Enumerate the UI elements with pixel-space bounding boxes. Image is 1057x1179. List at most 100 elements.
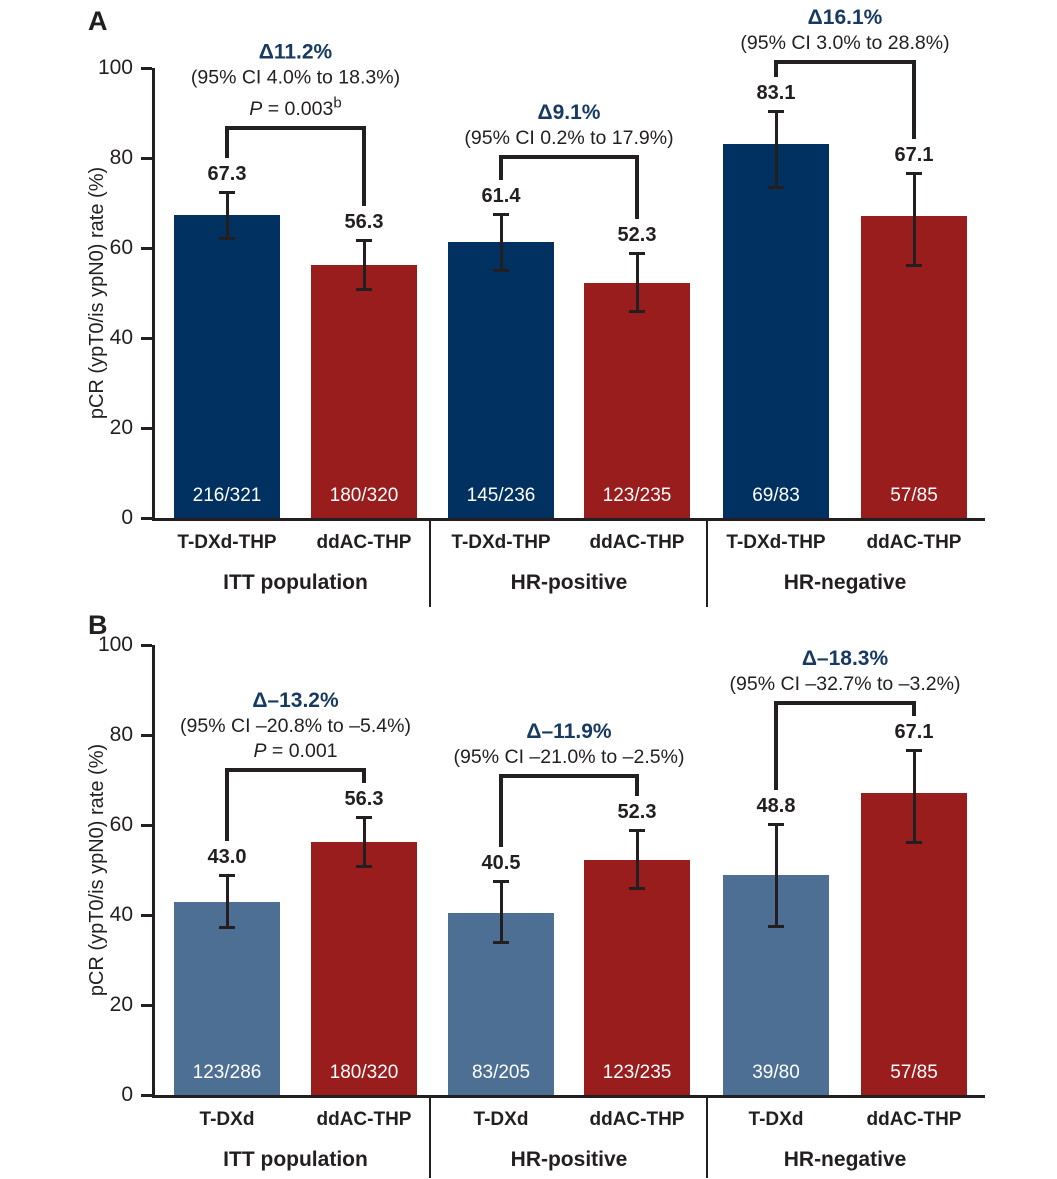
bar-value-label: 67.1	[894, 143, 934, 166]
y-tick-label: 20	[109, 416, 133, 439]
ci-label: (95% CI 0.2% to 17.9%)	[464, 127, 674, 149]
error-bar-cap-top	[629, 829, 645, 833]
error-bar-cap-top	[219, 873, 235, 877]
delta-label: Δ16.1%	[807, 6, 883, 29]
bar-t-dxd-thp-hr-positive	[448, 241, 554, 518]
bar-t-dxd-thp-hr-negative	[723, 144, 829, 518]
bracket-left-leg	[499, 155, 503, 180]
group-divider	[706, 521, 708, 607]
bar-fraction: 216/321	[192, 485, 262, 506]
bracket-left-leg	[499, 774, 503, 847]
bar-fraction: 69/83	[752, 485, 800, 506]
bar-fraction: 123/235	[602, 1062, 672, 1083]
bracket-right-leg	[635, 774, 639, 797]
y-axis-title: pCR (ypT0/is ypN0) rate (%)	[86, 743, 108, 997]
panel-b-letter: B	[88, 610, 108, 640]
arm-label-t-dxd-thp: T-DXd-THP	[177, 532, 277, 553]
bar-fraction: 145/236	[466, 485, 536, 506]
bar-value-label: 48.8	[756, 795, 796, 818]
error-bar-cap-bottom	[768, 924, 784, 928]
bar-value-label: 56.3	[344, 210, 384, 233]
bracket-right-leg	[362, 768, 366, 783]
y-tick	[141, 914, 152, 917]
error-bar-line	[499, 213, 503, 271]
error-bar-cap-bottom	[493, 268, 509, 272]
error-bar-cap-bottom	[356, 287, 372, 291]
bar-fraction: 57/85	[890, 1062, 938, 1083]
bar-ddac-thp-hr-positive	[584, 859, 690, 1095]
arm-label-ddac-thp: ddAC-THP	[316, 532, 412, 553]
error-bar-cap-top	[356, 815, 372, 819]
error-bar-cap-top	[906, 171, 922, 175]
bar-value-label: 61.4	[481, 184, 521, 207]
y-tick-label: 40	[109, 326, 133, 349]
error-bar-cap-bottom	[219, 237, 235, 241]
arm-label-ddac-thp: ddAC-THP	[589, 1109, 685, 1130]
bar-value-label: 83.1	[756, 81, 796, 104]
ci-label: (95% CI –32.7% to –3.2%)	[729, 673, 961, 695]
bracket-bar	[225, 768, 366, 772]
x-axis-line	[152, 518, 985, 521]
bar-fraction: 180/320	[329, 1062, 399, 1083]
y-axis-title: pCR (ypT0/is ypN0) rate (%)	[86, 166, 108, 420]
y-tick	[141, 67, 152, 70]
error-bar-line	[362, 816, 366, 867]
bar-value-label: 52.3	[617, 801, 657, 824]
arm-label-t-dxd-thp: T-DXd-THP	[726, 532, 826, 553]
ci-label: (95% CI 4.0% to 18.3%)	[190, 66, 401, 89]
arm-label-t-dxd: T-DXd	[473, 1109, 529, 1130]
y-tick-label: 60	[109, 236, 133, 259]
error-bar-cap-top	[493, 879, 509, 883]
arm-label-ddac-thp: ddAC-THP	[316, 1109, 412, 1130]
delta-label: Δ–18.3%	[801, 647, 889, 670]
y-tick-label: 80	[109, 146, 133, 169]
comparison-annotation: Δ11.2% (95% CI 4.0% to 18.3%) P = 0.003b	[191, 40, 400, 123]
bar-fraction: 39/80	[752, 1062, 800, 1083]
y-tick	[141, 824, 152, 827]
bar-value-label: 40.5	[481, 851, 521, 874]
bar-t-dxd-thp-itt-population	[174, 215, 280, 518]
error-bar-line	[774, 824, 778, 927]
group-divider	[429, 1098, 431, 1178]
group-divider	[706, 1098, 708, 1178]
p-value-label: P = 0.003b	[249, 94, 342, 121]
arm-label-ddac-thp: ddAC-THP	[866, 1109, 962, 1130]
bracket-right-leg	[362, 126, 366, 206]
bar-ddac-thp-hr-positive	[584, 282, 690, 518]
y-tick-label: 100	[97, 633, 133, 656]
bar-fraction: 180/320	[329, 485, 399, 506]
panel-b-plot: 0 20 40 60 80 100 pCR (ypT0/is ypN0) rate (%) 1…	[0, 608, 1057, 1179]
bracket-bar	[499, 155, 639, 159]
bar-value-label: 56.3	[344, 787, 384, 810]
group-label-hr-negative: HR-negative	[783, 571, 907, 594]
delta-label: Δ–13.2%	[252, 689, 339, 712]
bracket-left-leg	[774, 60, 778, 77]
error-bar-cap-top	[768, 109, 784, 113]
comparison-annotation: Δ9.1% (95% CI 0.2% to 17.9%)	[464, 100, 673, 151]
bracket-right-leg	[635, 155, 639, 220]
error-bar-cap-top	[768, 823, 784, 827]
bracket-bar	[774, 60, 916, 64]
delta-label: Δ9.1%	[537, 101, 601, 124]
y-tick-label: 0	[121, 1083, 133, 1106]
bracket-right-leg	[912, 60, 916, 139]
bar-value-label: 67.3	[207, 163, 247, 186]
y-tick-label: 20	[109, 993, 133, 1016]
y-axis-line	[152, 645, 155, 1098]
ci-label: (95% CI –21.0% to –2.5%)	[453, 746, 685, 768]
bracket-left-leg	[225, 126, 229, 159]
error-bar-line	[362, 239, 366, 290]
error-bar-cap-top	[493, 212, 509, 216]
error-bar-line	[912, 172, 916, 266]
error-bar-line	[635, 253, 639, 313]
y-tick	[141, 157, 152, 160]
error-bar-cap-bottom	[356, 864, 372, 868]
bar-fraction: 83/205	[471, 1062, 531, 1083]
y-tick	[141, 1094, 152, 1097]
error-bar-line	[225, 192, 229, 240]
panel-a-letter: A	[88, 6, 108, 36]
panel-a: A 0 20 40 60 80 100 pCR (ypT0/is ypN0) rate (%…	[86, 6, 985, 607]
group-label-hr-positive: HR-positive	[510, 1148, 628, 1171]
group-label-itt-population: ITT population	[223, 571, 368, 594]
